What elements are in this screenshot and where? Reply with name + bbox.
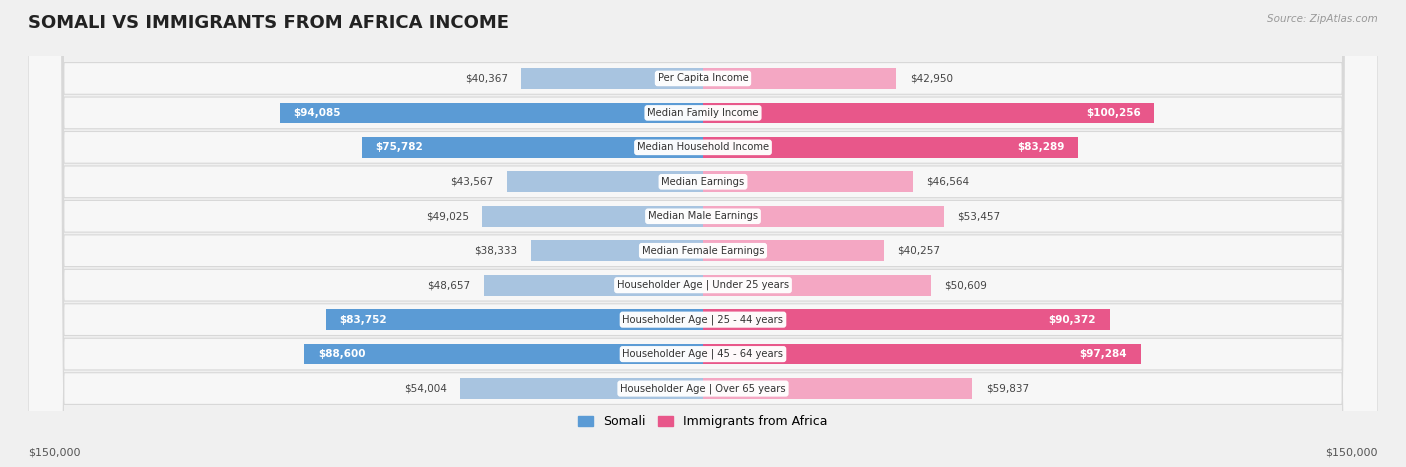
Bar	[703, 171, 912, 192]
Text: $150,000: $150,000	[28, 448, 80, 458]
Bar	[280, 103, 703, 123]
Bar	[522, 68, 703, 89]
Text: $83,289: $83,289	[1017, 142, 1064, 152]
Bar	[484, 275, 703, 296]
Bar	[703, 275, 931, 296]
FancyBboxPatch shape	[28, 0, 1378, 467]
Text: $40,257: $40,257	[897, 246, 941, 256]
Text: $46,564: $46,564	[927, 177, 969, 187]
FancyBboxPatch shape	[28, 0, 1378, 467]
Text: $50,609: $50,609	[945, 280, 987, 290]
Text: $94,085: $94,085	[294, 108, 340, 118]
FancyBboxPatch shape	[28, 0, 1378, 467]
Text: Householder Age | Under 25 years: Householder Age | Under 25 years	[617, 280, 789, 290]
Text: $53,457: $53,457	[957, 211, 1000, 221]
FancyBboxPatch shape	[28, 0, 1378, 467]
FancyBboxPatch shape	[28, 0, 1378, 467]
Text: $49,025: $49,025	[426, 211, 470, 221]
Bar	[460, 378, 703, 399]
Bar	[530, 241, 703, 261]
Bar	[703, 103, 1154, 123]
Text: $100,256: $100,256	[1085, 108, 1140, 118]
FancyBboxPatch shape	[28, 0, 1378, 467]
Bar	[304, 344, 703, 364]
Bar	[508, 171, 703, 192]
Text: Source: ZipAtlas.com: Source: ZipAtlas.com	[1267, 14, 1378, 24]
Text: SOMALI VS IMMIGRANTS FROM AFRICA INCOME: SOMALI VS IMMIGRANTS FROM AFRICA INCOME	[28, 14, 509, 32]
Text: $150,000: $150,000	[1326, 448, 1378, 458]
Text: $59,837: $59,837	[986, 383, 1029, 394]
Text: Householder Age | 25 - 44 years: Householder Age | 25 - 44 years	[623, 314, 783, 325]
Bar	[326, 309, 703, 330]
Text: Median Family Income: Median Family Income	[647, 108, 759, 118]
Text: $43,567: $43,567	[450, 177, 494, 187]
Text: $75,782: $75,782	[375, 142, 423, 152]
Text: Householder Age | Over 65 years: Householder Age | Over 65 years	[620, 383, 786, 394]
Bar	[703, 241, 884, 261]
Bar	[703, 309, 1109, 330]
Text: Median Male Earnings: Median Male Earnings	[648, 211, 758, 221]
Text: Per Capita Income: Per Capita Income	[658, 73, 748, 84]
Bar	[703, 206, 943, 226]
Bar	[703, 68, 896, 89]
Text: $83,752: $83,752	[340, 315, 387, 325]
Text: $42,950: $42,950	[910, 73, 953, 84]
FancyBboxPatch shape	[28, 0, 1378, 467]
Bar	[703, 344, 1140, 364]
Legend: Somali, Immigrants from Africa: Somali, Immigrants from Africa	[574, 410, 832, 433]
Bar	[482, 206, 703, 226]
Text: $38,333: $38,333	[474, 246, 517, 256]
Text: $90,372: $90,372	[1049, 315, 1097, 325]
Text: Householder Age | 45 - 64 years: Householder Age | 45 - 64 years	[623, 349, 783, 359]
Text: $54,004: $54,004	[404, 383, 447, 394]
FancyBboxPatch shape	[28, 0, 1378, 467]
Text: Median Female Earnings: Median Female Earnings	[641, 246, 765, 256]
Bar	[361, 137, 703, 158]
Bar	[703, 378, 972, 399]
Text: $88,600: $88,600	[318, 349, 366, 359]
FancyBboxPatch shape	[28, 0, 1378, 467]
Text: $97,284: $97,284	[1080, 349, 1128, 359]
Text: $40,367: $40,367	[465, 73, 508, 84]
Text: Median Earnings: Median Earnings	[661, 177, 745, 187]
FancyBboxPatch shape	[28, 0, 1378, 467]
Text: Median Household Income: Median Household Income	[637, 142, 769, 152]
Bar	[703, 137, 1078, 158]
Text: $48,657: $48,657	[427, 280, 471, 290]
